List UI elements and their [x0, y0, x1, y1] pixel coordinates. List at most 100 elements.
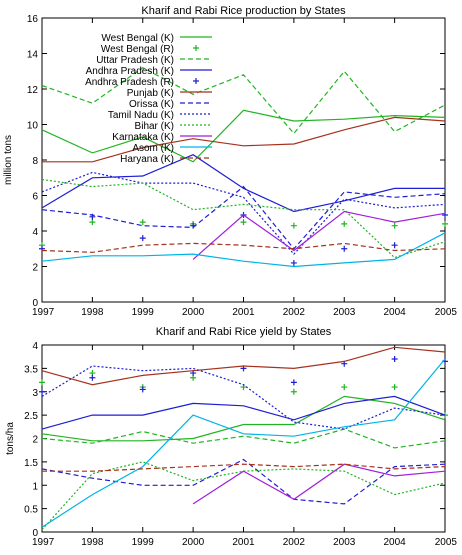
series-7	[41, 458, 446, 505]
data-point	[341, 220, 348, 227]
legend-entry-label: Karnataka (K)	[112, 132, 174, 143]
series-4	[41, 395, 446, 430]
series-11	[41, 232, 446, 268]
y-tick-label: 10	[27, 121, 39, 132]
data-point	[391, 222, 398, 229]
data-point	[139, 219, 146, 226]
data-point	[442, 220, 448, 227]
x-tick-label: 2001	[232, 537, 255, 548]
data-point	[39, 388, 45, 395]
series-12	[42, 463, 446, 472]
legend-entry-label: Andhra Pradesh (K)	[86, 66, 174, 77]
y-tick-label: 16	[27, 14, 39, 25]
x-tick-label: 1997	[32, 537, 55, 548]
x-tick-label: 1998	[81, 537, 104, 548]
y-axis-label: million tons	[3, 135, 14, 185]
x-tick-label: 1997	[32, 307, 55, 318]
y-tick-label: 3.5	[24, 364, 38, 375]
legend-entry-label: West Bengal (R)	[101, 44, 174, 55]
series-7	[41, 185, 446, 250]
data-point	[391, 384, 398, 391]
x-tick-label: 2003	[333, 307, 356, 318]
x-tick-label: 1999	[132, 307, 155, 318]
legend-entry-label: Uttar Pradesh (K)	[96, 55, 174, 66]
y-tick-label: 14	[27, 50, 39, 61]
series-line	[41, 154, 445, 213]
series-line	[41, 346, 446, 386]
series-line	[41, 242, 446, 253]
x-tick-label: 2000	[182, 307, 205, 318]
series-3	[41, 428, 446, 449]
data-point	[290, 379, 297, 386]
legend-entry-marker	[193, 78, 199, 84]
series-line	[41, 428, 446, 449]
x-tick-label: 2000	[182, 537, 205, 548]
series-line	[41, 185, 446, 250]
y-tick-label: 0	[32, 528, 38, 539]
x-tick-label: 2004	[384, 537, 407, 548]
series-line	[41, 66, 446, 135]
x-tick-label: 2003	[333, 537, 356, 548]
data-point	[89, 219, 96, 226]
x-tick-label: 2002	[283, 307, 306, 318]
series-line	[192, 210, 446, 260]
y-tick-label: 0	[32, 298, 38, 309]
x-tick-label: 1998	[81, 307, 104, 318]
x-tick-label: 2005	[435, 537, 458, 548]
series-line	[192, 463, 446, 505]
series-line	[41, 365, 446, 430]
x-tick-label: 2001	[232, 307, 255, 318]
legend-entry-label: Asom (K)	[132, 143, 174, 154]
data-point	[139, 386, 146, 393]
series-3	[41, 66, 446, 135]
x-tick-label: 1999	[132, 537, 155, 548]
series-6	[42, 116, 446, 163]
y-tick-label: 1.5	[24, 458, 38, 469]
y-tick-label: 2	[32, 263, 38, 274]
y-tick-label: 4	[32, 341, 38, 352]
legend-entry-label: Andhra Pradesh (R)	[85, 77, 174, 88]
series-line	[41, 395, 446, 442]
y-tick-label: 12	[27, 85, 39, 96]
series-2	[39, 219, 448, 249]
series-line	[41, 171, 446, 255]
legend-entry-label: Orissa (K)	[129, 99, 174, 110]
series-line	[41, 358, 446, 528]
legend-entry-label: Bihar (K)	[135, 121, 174, 132]
series-11	[41, 358, 446, 528]
y-tick-label: 6	[32, 192, 38, 203]
plot-frame	[41, 344, 446, 533]
series-8	[41, 365, 446, 430]
series-line	[42, 463, 446, 472]
data-point	[341, 245, 348, 252]
series-line	[41, 178, 446, 259]
y-tick-label: 1	[32, 481, 38, 492]
series-10	[192, 463, 446, 505]
series-9	[41, 461, 446, 531]
data-point	[391, 242, 398, 249]
legend-entry-label: West Bengal (K)	[101, 33, 174, 44]
y-tick-label: 2	[32, 435, 38, 446]
legend-entry-label: Tamil Nadu (K)	[108, 110, 174, 121]
y-tick-label: 3	[32, 388, 38, 399]
data-point	[442, 212, 448, 219]
chart-title: Kharif and Rabi Rice yield by States	[156, 326, 332, 338]
data-point	[290, 388, 297, 395]
series-line	[41, 109, 446, 163]
data-point	[290, 222, 297, 229]
legend-entry-label: Haryana (K)	[120, 154, 174, 165]
y-tick-label: 2.5	[24, 411, 38, 422]
series-line	[41, 461, 446, 531]
data-point	[139, 235, 146, 242]
data-point	[341, 384, 348, 391]
chart-title: Kharif and Rabi Rice production by State…	[141, 5, 346, 17]
data-point	[39, 379, 45, 386]
series-line	[42, 116, 446, 163]
chart-panel-1: Kharif and Rabi Rice production by State…	[3, 5, 457, 318]
x-tick-label: 2004	[384, 307, 407, 318]
legend-entry-marker	[193, 45, 199, 51]
series-line	[41, 458, 446, 505]
series-9	[41, 178, 446, 259]
y-tick-label: 0.5	[24, 505, 38, 516]
